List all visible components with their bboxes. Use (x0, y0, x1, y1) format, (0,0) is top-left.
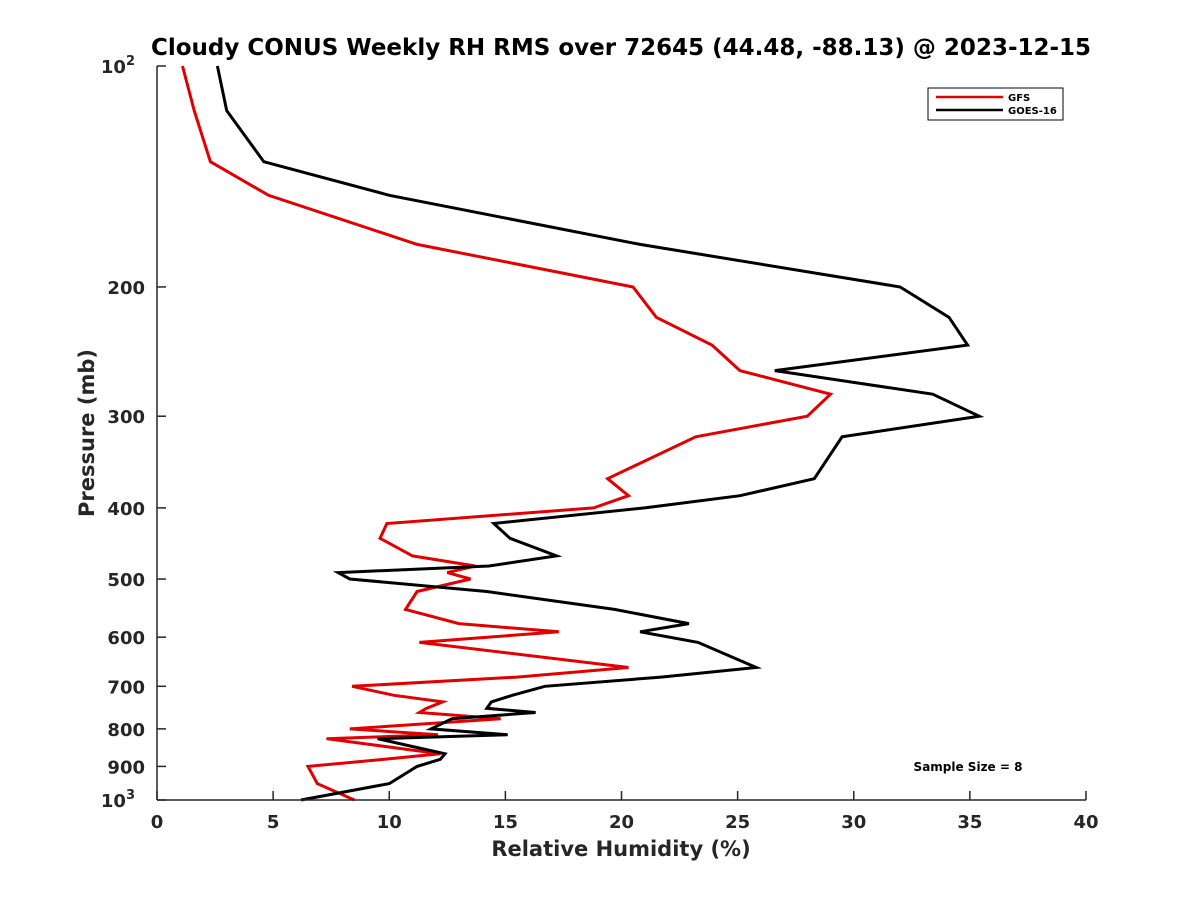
y-tick-label: 400 (107, 499, 145, 520)
y-tick-label: 700 (107, 677, 145, 698)
y-tick-label: 600 (107, 628, 145, 649)
chart-title: Cloudy CONUS Weekly RH RMS over 72645 (4… (151, 35, 1091, 61)
series-line-gfs (181, 65, 834, 802)
y-tick-label: 200 (107, 278, 145, 299)
legend-label-gfs: GFS (1008, 93, 1030, 104)
y-axis-label: Pressure (mb) (75, 349, 99, 517)
y-tick-label: 800 (107, 720, 145, 741)
legend-box (927, 87, 1064, 121)
x-tick-label: 30 (841, 812, 866, 833)
x-axis-label: Relative Humidity (%) (491, 837, 750, 861)
x-tick-label: 0 (151, 812, 164, 833)
plot-area: 0 5 10 15 20 25 30 35 40 102 200 300 400 500 600 700 800… (101, 54, 1099, 833)
x-tick-label: 35 (957, 812, 982, 833)
sample-size-annotation: Sample Size = 8 (914, 760, 1023, 774)
y-tick-label: 900 (107, 757, 145, 778)
y-tick-label: 103 (101, 788, 135, 812)
legend-label-goes-16: GOES-16 (1008, 106, 1057, 117)
x-tick-label: 25 (725, 812, 750, 833)
legend: GFS GOES-16 (927, 87, 1064, 121)
x-tick-label: 5 (267, 812, 280, 833)
x-tick-label: 20 (609, 812, 634, 833)
series-line-goes-16 (215, 65, 985, 802)
y-tick-label: 500 (107, 570, 145, 591)
y-tick-label: 300 (107, 407, 145, 428)
x-tick-label: 40 (1073, 812, 1098, 833)
y-tick-label: 102 (101, 54, 135, 78)
x-tick-label: 15 (493, 812, 518, 833)
x-tick-label: 10 (377, 812, 402, 833)
